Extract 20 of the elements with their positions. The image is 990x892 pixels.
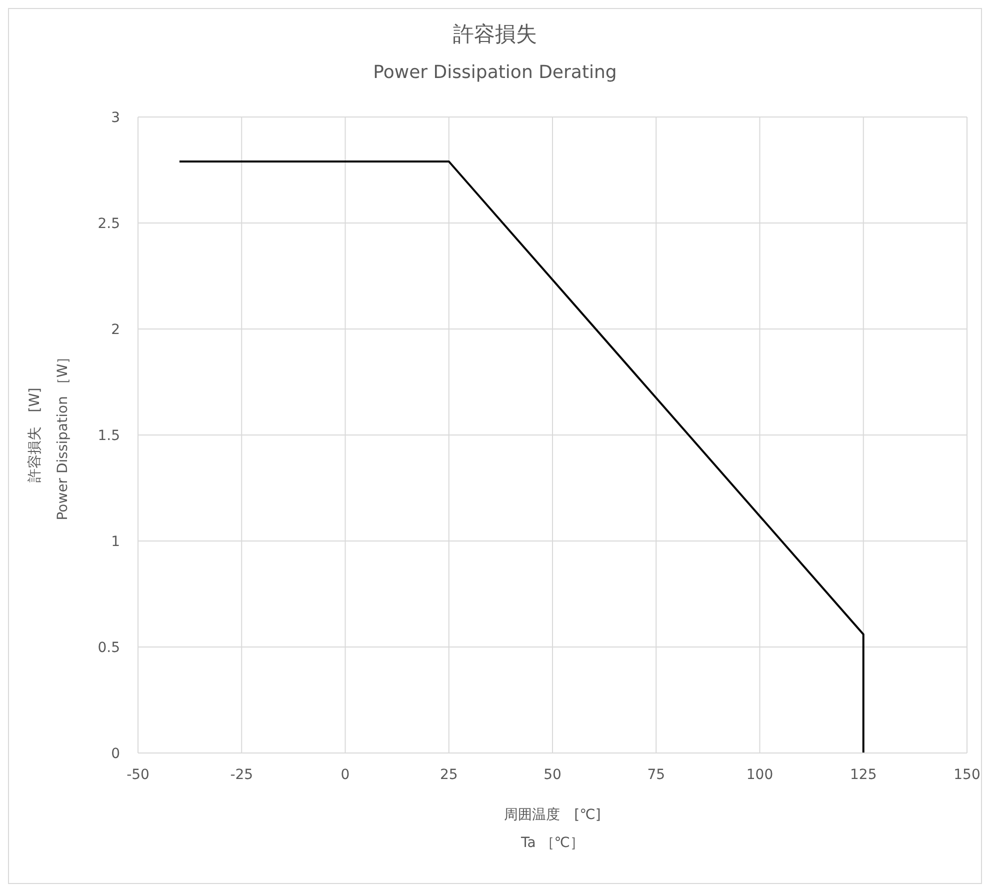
x-tick-label: 0 <box>340 766 350 783</box>
x-tick-label: 150 <box>954 766 980 783</box>
x-tick-label: 125 <box>850 766 877 783</box>
x-tick-label: 75 <box>647 766 666 783</box>
y-tick-label: 3 <box>111 110 120 126</box>
y-axis-title: 許容損失 [W] Power Dissipation ［W］ <box>26 348 72 522</box>
chart-title: 許容損失 <box>452 21 538 48</box>
y-tick-label: 2 <box>111 322 120 338</box>
y-tick-label: 1 <box>111 534 120 550</box>
y-tick-label: 2.5 <box>98 216 120 232</box>
x-tick-label: -25 <box>230 766 254 783</box>
y-tick-label: 0.5 <box>98 640 120 656</box>
x-axis-title: 周囲温度 [℃] Ta ［℃］ <box>503 806 602 852</box>
x-tick-label: 25 <box>440 766 458 783</box>
x-tick-label: 50 <box>544 766 562 783</box>
y-tick-label: 0 <box>111 746 120 762</box>
chart-subtitle: Power Dissipation Derating <box>372 62 618 83</box>
x-tick-label: -50 <box>126 766 150 783</box>
x-tick-label: 100 <box>746 766 774 783</box>
y-tick-label: 1.5 <box>98 428 120 444</box>
